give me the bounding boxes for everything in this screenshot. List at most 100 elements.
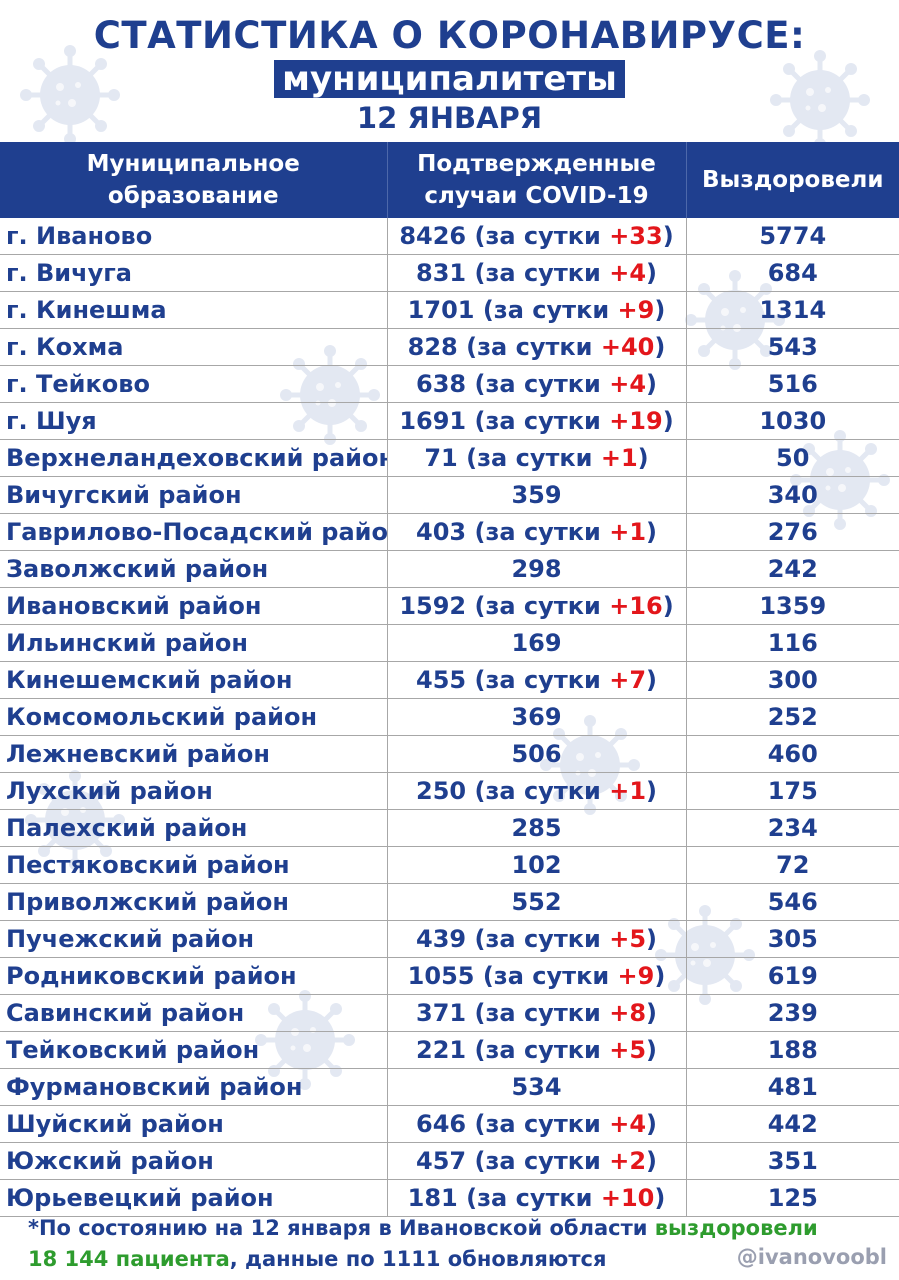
daily-increase: +1 [609, 518, 647, 546]
table-row: Гаврилово-Посадский район 403 (за сутки +… [0, 513, 899, 551]
daily-increase: +8 [609, 999, 647, 1027]
confirmed-cases-value: 506 [511, 740, 562, 768]
confirmed-cases-value: 369 [511, 703, 562, 731]
confirmed-cases-cell: 369 [387, 698, 687, 736]
table-row: Тейковский район 221 (за сутки +5) 188 [0, 1031, 899, 1069]
daily-suffix: ) [646, 999, 657, 1027]
municipality-name: г. Вичуга [0, 254, 388, 292]
table-row: Пестяковский район 102 72 [0, 846, 899, 884]
confirmed-cases-cell: 457 (за сутки +2) [387, 1142, 687, 1180]
confirmed-cases-value: 552 [511, 888, 562, 916]
table-row: Фурмановский район 534 481 [0, 1068, 899, 1106]
recovered-cell: 305 [686, 920, 899, 958]
recovered-cell: 72 [686, 846, 899, 884]
recovered-cell: 50 [686, 439, 899, 477]
confirmed-cases-value: 371 [416, 999, 467, 1027]
daily-prefix: (за сутки [474, 666, 610, 694]
confirmed-cases-value: 646 [416, 1110, 467, 1138]
table-row: Шуйский район 646 (за сутки +4) 442 [0, 1105, 899, 1143]
confirmed-cases-cell: 455 (за сутки +7) [387, 661, 687, 699]
recovered-cell: 125 [686, 1179, 899, 1217]
confirmed-cases-cell: 250 (за сутки +1) [387, 772, 687, 810]
report-date: 12 ЯНВАРЯ [356, 101, 543, 135]
footnote: *По состоянию на 12 января в Ивановской … [28, 1216, 818, 1271]
confirmed-cases-value: 457 [416, 1147, 467, 1175]
confirmed-cases-value: 534 [511, 1073, 562, 1101]
confirmed-cases-cell: 181 (за сутки +10) [387, 1179, 687, 1217]
recovered-cell: 300 [686, 661, 899, 699]
daily-increase: +9 [617, 296, 655, 324]
municipality-name: Кинешемский район [0, 661, 388, 699]
municipality-name: г. Иваново [0, 218, 388, 255]
daily-increase: +4 [609, 1110, 647, 1138]
daily-prefix: (за сутки [474, 370, 610, 398]
municipality-name: Савинский район [0, 994, 388, 1032]
table-row: Заволжский район 298 242 [0, 550, 899, 588]
daily-increase: +10 [600, 1184, 655, 1212]
confirmed-cases-value: 439 [416, 925, 467, 953]
daily-increase: +33 [609, 222, 663, 250]
municipality-name: Тейковский район [0, 1031, 388, 1069]
municipality-name: г. Шуя [0, 402, 388, 440]
daily-prefix: (за сутки [474, 259, 610, 287]
recovered-cell: 543 [686, 328, 899, 366]
confirmed-cases-cell: 831 (за сутки +4) [387, 254, 687, 292]
table-header-row: Муниципальное образование Подтвержденные… [0, 142, 899, 218]
confirmed-cases-cell: 371 (за сутки +8) [387, 994, 687, 1032]
table-row: Палехский район 285 234 [0, 809, 899, 847]
municipality-name: Шуйский район [0, 1105, 388, 1143]
confirmed-cases-cell: 169 [387, 624, 687, 662]
confirmed-cases-value: 1691 [399, 407, 467, 435]
daily-suffix: ) [662, 592, 674, 620]
confirmed-cases-value: 1701 [407, 296, 475, 324]
column-header-cases: Подтвержденные случаи COVID-19 [387, 142, 687, 218]
table-row: Лежневский район 506 460 [0, 735, 899, 773]
recovered-cell: 619 [686, 957, 899, 995]
confirmed-cases-value: 169 [511, 629, 562, 657]
daily-suffix: ) [646, 1110, 657, 1138]
recovered-cell: 684 [686, 254, 899, 292]
table-row: г. Шуя 1691 (за сутки +19) 1030 [0, 402, 899, 440]
confirmed-cases-cell: 534 [387, 1068, 687, 1106]
confirmed-cases-value: 250 [416, 777, 467, 805]
daily-suffix: ) [637, 444, 649, 472]
daily-prefix: (за сутки [474, 222, 610, 250]
confirmed-cases-value: 831 [416, 259, 467, 287]
recovered-cell: 116 [686, 624, 899, 662]
table-row: Ивановский район 1592 (за сутки +16) 1359 [0, 587, 899, 625]
table-body: г. Иваново 8426 (за сутки +33) 5774 г. Вичу… [0, 218, 899, 1217]
daily-increase: +40 [600, 333, 655, 361]
table-row: Верхнеландеховский район 71 (за сутки +1)… [0, 439, 899, 477]
daily-suffix: ) [646, 1147, 657, 1175]
confirmed-cases-cell: 403 (за сутки +1) [387, 513, 687, 551]
confirmed-cases-value: 403 [416, 518, 467, 546]
recovered-cell: 351 [686, 1142, 899, 1180]
municipality-name: г. Тейково [0, 365, 388, 403]
confirmed-cases-cell: 359 [387, 476, 687, 514]
recovered-cell: 481 [686, 1068, 899, 1106]
daily-increase: +4 [609, 259, 647, 287]
daily-suffix: ) [662, 222, 674, 250]
table-row: Вичугский район 359 340 [0, 476, 899, 514]
daily-suffix: ) [646, 370, 657, 398]
daily-suffix: ) [654, 296, 666, 324]
column-header-recovered: Выздоровели [686, 142, 899, 218]
municipality-name: Комсомольский район [0, 698, 388, 736]
municipality-name: Ивановский район [0, 587, 388, 625]
daily-suffix: ) [646, 925, 657, 953]
municipality-name: Приволжский район [0, 883, 388, 921]
confirmed-cases-cell: 828 (за сутки +40) [387, 328, 687, 366]
confirmed-cases-cell: 638 (за сутки +4) [387, 365, 687, 403]
column-header-municipality: Муниципальное образование [0, 142, 388, 218]
confirmed-cases-value: 102 [511, 851, 562, 879]
page-subtitle: муниципалитеты [274, 60, 625, 98]
table-row: г. Кинешма 1701 (за сутки +9) 1314 [0, 291, 899, 329]
municipality-name: Фурмановский район [0, 1068, 388, 1106]
municipality-name: г. Кинешма [0, 291, 388, 329]
confirmed-cases-value: 1592 [399, 592, 467, 620]
daily-prefix: (за сутки [466, 1184, 601, 1212]
confirmed-cases-cell: 102 [387, 846, 687, 884]
confirmed-cases-cell: 1055 (за сутки +9) [387, 957, 687, 995]
municipality-name: Вичугский район [0, 476, 388, 514]
daily-prefix: (за сутки [474, 407, 610, 435]
